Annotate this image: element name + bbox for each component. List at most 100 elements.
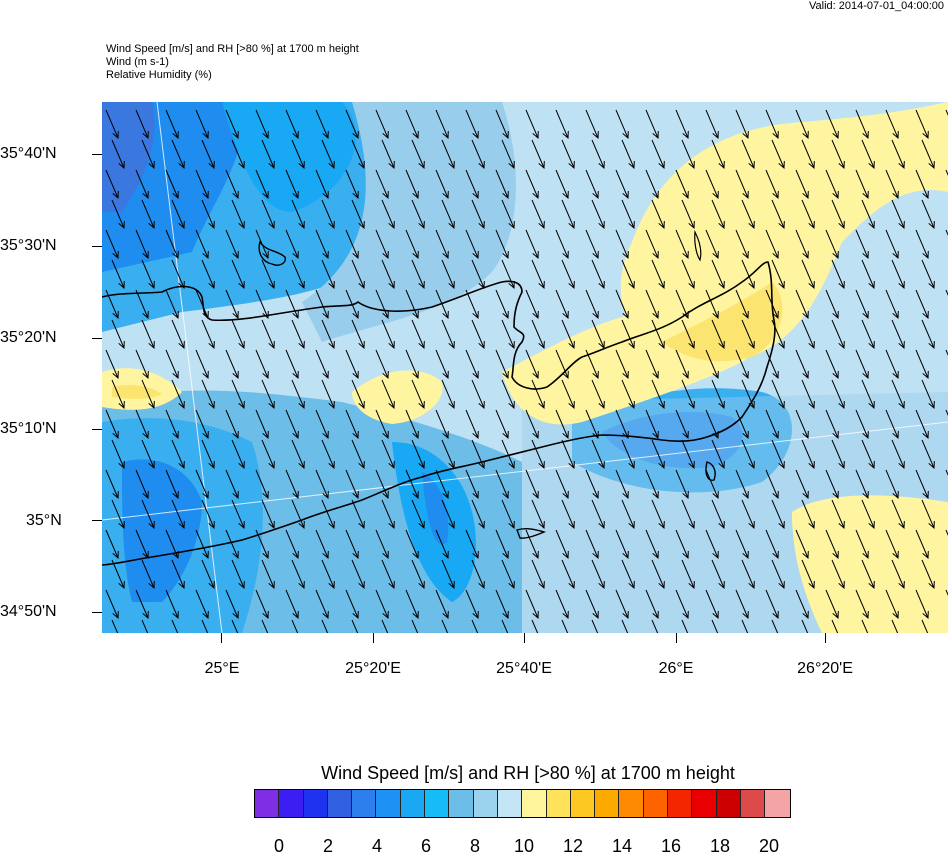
wind-arrow bbox=[705, 589, 719, 620]
wind-arrow bbox=[561, 199, 575, 230]
wind-arrow bbox=[495, 109, 509, 140]
wind-arrow bbox=[831, 199, 845, 230]
wind-arrow bbox=[741, 379, 755, 410]
wind-arrow bbox=[501, 619, 509, 633]
lat-label-5: 35°N bbox=[26, 512, 62, 529]
wind-arrow bbox=[741, 139, 755, 170]
wind-arrow bbox=[561, 499, 575, 530]
wind-arrow bbox=[855, 169, 869, 200]
wind-arrow bbox=[291, 139, 305, 170]
colorbar-cell bbox=[740, 790, 766, 817]
wind-arrow bbox=[915, 169, 929, 200]
wind-arrow bbox=[885, 469, 899, 500]
wind-arrow bbox=[135, 589, 149, 620]
wind-arrow bbox=[531, 319, 545, 350]
wind-arrow bbox=[855, 109, 869, 140]
wind-arrow bbox=[741, 559, 755, 590]
wind-arrow bbox=[885, 349, 899, 380]
wind-arrow bbox=[315, 349, 329, 380]
colorbar-label: 14 bbox=[611, 836, 633, 856]
wind-arrow bbox=[765, 229, 779, 260]
wind-arrow bbox=[471, 379, 485, 410]
wind-arrow bbox=[771, 619, 779, 633]
wind-arrow bbox=[771, 379, 785, 410]
wind-arrow bbox=[891, 439, 905, 470]
wind-arrow bbox=[441, 559, 455, 590]
wind-arrow bbox=[111, 139, 125, 170]
wind-arrow bbox=[585, 229, 599, 260]
wind-arrow bbox=[495, 589, 509, 620]
wind-arrow bbox=[741, 199, 755, 230]
wind-arrow bbox=[381, 379, 395, 410]
wind-arrow bbox=[201, 259, 215, 290]
wind-arrow bbox=[231, 439, 245, 470]
wind-arrow bbox=[825, 289, 839, 320]
wind-arrow bbox=[585, 289, 599, 320]
wind-arrow bbox=[651, 559, 665, 590]
wind-arrow bbox=[111, 499, 125, 530]
wind-arrow bbox=[645, 229, 659, 260]
wind-arrow bbox=[165, 229, 179, 260]
wind-arrow bbox=[615, 169, 629, 200]
wind-arrow bbox=[105, 229, 119, 260]
wind-arrow bbox=[855, 349, 869, 380]
wind-arrow bbox=[405, 169, 419, 200]
wind-arrow bbox=[921, 199, 935, 230]
wind-arrow bbox=[825, 169, 839, 200]
wind-arrow bbox=[765, 109, 779, 140]
wind-arrow bbox=[195, 589, 209, 620]
wind-arrow bbox=[111, 319, 125, 350]
wind-arrow bbox=[795, 469, 809, 500]
wind-arrow bbox=[255, 169, 269, 200]
wind-arrow bbox=[591, 319, 605, 350]
speed-zone bbox=[102, 102, 155, 212]
wind-arrow bbox=[381, 259, 395, 290]
lat-tick bbox=[92, 246, 102, 247]
wind-arrows bbox=[105, 109, 948, 633]
wind-arrow bbox=[255, 469, 269, 500]
wind-arrow bbox=[141, 619, 149, 633]
wind-arrow bbox=[741, 439, 755, 470]
wind-arrow bbox=[345, 529, 359, 560]
wind-arrow bbox=[435, 289, 449, 320]
wind-arrow bbox=[351, 379, 365, 410]
wind-arrow bbox=[921, 619, 929, 633]
wind-arrow bbox=[765, 589, 779, 620]
wind-arrow bbox=[615, 409, 629, 440]
wind-arrow bbox=[411, 619, 419, 633]
wind-arrow bbox=[255, 529, 269, 560]
wind-arrow bbox=[225, 469, 239, 500]
wind-arrow bbox=[645, 409, 659, 440]
wind-arrow bbox=[915, 409, 929, 440]
wind-arrow bbox=[201, 499, 215, 530]
wind-arrow bbox=[651, 379, 665, 410]
wind-arrow bbox=[495, 169, 509, 200]
wind-arrow bbox=[861, 379, 875, 410]
wind-arrow bbox=[345, 169, 359, 200]
speed-zone bbox=[302, 102, 516, 342]
wind-arrow bbox=[525, 349, 539, 380]
wind-arrow bbox=[381, 139, 395, 170]
wind-arrow bbox=[471, 619, 479, 633]
wind-arrow bbox=[801, 259, 815, 290]
wind-arrow bbox=[225, 289, 239, 320]
wind-arrow bbox=[555, 289, 569, 320]
map-canvas bbox=[102, 102, 948, 633]
wind-arrow bbox=[135, 169, 149, 200]
wind-arrow bbox=[525, 409, 539, 440]
wind-arrow bbox=[861, 499, 875, 530]
wind-arrow bbox=[291, 559, 305, 590]
wind-arrow bbox=[891, 259, 905, 290]
wind-arrow bbox=[321, 379, 335, 410]
wind-arrow bbox=[855, 409, 869, 440]
wind-arrow bbox=[855, 469, 869, 500]
wind-arrow bbox=[681, 379, 695, 410]
speed-zone bbox=[602, 412, 743, 469]
wind-arrow bbox=[495, 349, 509, 380]
wind-arrow bbox=[171, 559, 185, 590]
wind-arrow bbox=[825, 349, 839, 380]
wind-arrow bbox=[291, 319, 305, 350]
wind-arrow bbox=[405, 529, 419, 560]
wind-arrow bbox=[285, 469, 299, 500]
lat-label-6: 34°50'N bbox=[0, 603, 57, 620]
